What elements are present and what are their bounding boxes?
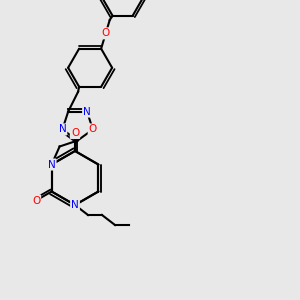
- Text: O: O: [89, 124, 97, 134]
- Text: O: O: [71, 128, 79, 138]
- Text: N: N: [58, 124, 66, 134]
- Text: O: O: [32, 196, 40, 206]
- Text: N: N: [83, 106, 91, 117]
- Text: N: N: [48, 160, 56, 170]
- Text: N: N: [71, 200, 79, 210]
- Text: O: O: [102, 28, 110, 38]
